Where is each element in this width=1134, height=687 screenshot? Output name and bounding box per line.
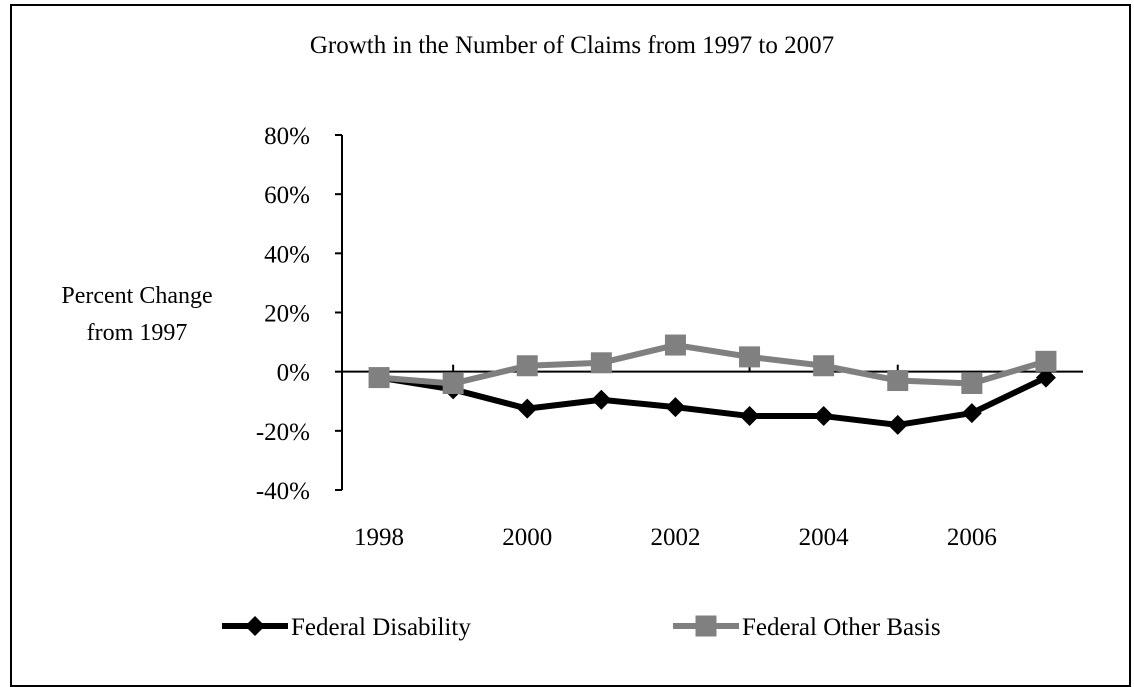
x-tick-label: 2004 [799,524,850,551]
data-point [1035,367,1056,388]
y-tick-label: 40% [264,241,310,268]
axes: 80% 60% 40% 20% 0% -20% -40% 1998 2000 2002 2004 20… [256,123,1083,551]
data-point [665,397,686,418]
legend-marker [245,616,265,636]
legend-item: Federal Other Basis [673,614,941,641]
data-point [961,373,983,394]
data-point [887,414,908,435]
data-point [1035,350,1057,372]
data-point [590,352,612,374]
y-tick-label: 0% [277,360,310,387]
legend: Federal Disability Federal Other Basis [222,614,941,641]
data-point [739,406,760,427]
data-point [887,370,909,392]
series-line [378,374,1048,428]
data-point [813,355,835,377]
y-tick-label: 20% [264,301,310,328]
chart-title: Growth in the Number of Claims from 1997… [310,32,834,59]
legend-label: Federal Disability [291,614,471,641]
x-tick-label: 1998 [354,524,404,551]
series-line [378,342,1047,387]
series-layer [368,334,1057,435]
y-axis-label-line-1: Percent Change [61,283,212,309]
data-point [813,406,834,427]
legend-item: Federal Disability [222,614,471,641]
data-point [368,367,390,389]
x-tick-label: 2006 [947,524,997,551]
legend-marker [695,615,717,637]
y-tick-label: 80% [264,123,310,150]
data-point [517,398,538,419]
y-tick-label: -20% [256,419,310,446]
data-point [516,355,538,377]
data-point [442,373,464,394]
data-point [664,334,686,356]
series-federal-other-basis [368,334,1057,394]
y-tick-label: -40% [256,478,310,505]
data-point [591,389,612,410]
data-point [961,403,982,424]
x-tick-label: 2000 [502,524,552,551]
x-tick-label: 2002 [650,524,700,551]
legend-label: Federal Other Basis [742,614,941,641]
chart-frame [10,4,1131,687]
y-tick-label: 60% [264,182,310,209]
y-axis-label-line-2: from 1997 [87,320,188,346]
data-point [739,346,761,368]
